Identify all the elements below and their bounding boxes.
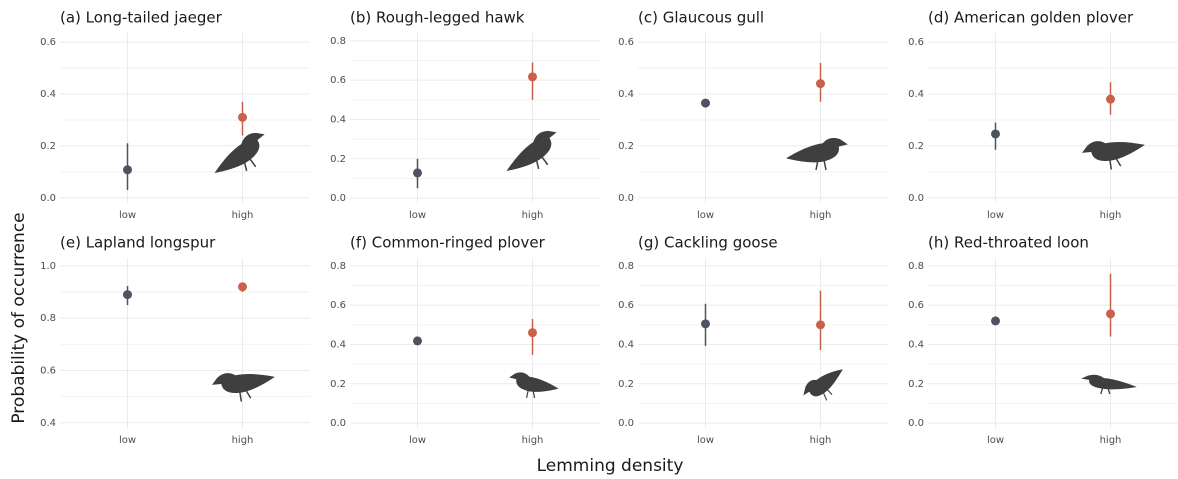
y-tick-label: 0.6 [618,37,634,48]
point [123,290,132,300]
y-tick-label: 0.2 [330,154,346,165]
y-tick-label: 0.4 [40,418,56,429]
y-tick-label: 0.2 [908,141,924,152]
ringed-plover-silhouette [510,372,558,399]
point [528,72,537,82]
y-tick-label: 0.6 [908,37,924,48]
point [816,320,825,330]
x-tick-label: high [810,435,832,446]
x-tick-label: low [987,435,1004,446]
y-tick-label: 0.2 [330,379,346,390]
y-tick-label: 0.2 [618,141,634,152]
point [1106,94,1115,104]
x-tick-label: low [697,210,714,221]
jaeger-silhouette [207,129,275,184]
point [701,319,710,329]
panel-title: (c) Glaucous gull [638,9,764,27]
y-tick-label: 0.8 [330,36,346,47]
y-tick-label: 0.0 [618,418,634,429]
y-tick-label: 0.8 [40,313,56,324]
y-tick-label: 0.0 [618,193,634,204]
y-tick-label: 0.4 [618,89,634,100]
y-tick-label: 1.0 [40,261,56,272]
x-tick-label: low [119,210,136,221]
point [1106,309,1115,319]
silhouettes [207,126,1148,413]
x-tick-label: high [232,210,254,221]
point [528,328,537,338]
y-tick-label: 0.0 [330,193,346,204]
y-tick-label: 0.6 [330,75,346,86]
x-tick-label: high [522,210,544,221]
y-tick-label: 0.6 [330,300,346,311]
y-tick-label: 0.6 [618,300,634,311]
longspur-silhouette [211,358,278,410]
gull-silhouette [787,137,847,171]
point [238,282,247,292]
x-tick-label: high [1100,435,1122,446]
y-tick-label: 0.0 [40,193,56,204]
y-axis-label: Probability of occurrence [9,212,29,423]
y-tick-label: 0.4 [908,339,924,350]
point [238,112,247,122]
panel-title: (b) Rough-legged hawk [350,9,525,27]
y-tick-label: 0.6 [908,300,924,311]
y-tick-label: 0.4 [908,89,924,100]
panel-title: (d) American golden plover [928,9,1134,27]
point [701,98,710,108]
x-tick-label: low [409,435,426,446]
x-tick-label: low [409,210,426,221]
y-tick-label: 0.4 [40,89,56,100]
point [816,79,825,89]
panel-title: (e) Lapland longspur [60,234,216,252]
point [413,168,422,178]
x-tick-label: high [522,435,544,446]
y-tick-label: 0.8 [908,261,924,272]
y-tick-label: 0.4 [330,114,346,125]
plover-silhouette [1081,126,1148,178]
y-tick-label: 0.4 [618,339,634,350]
y-tick-label: 0.8 [618,261,634,272]
y-tick-label: 0.4 [330,339,346,350]
point [413,336,422,346]
point [123,165,132,175]
y-tick-label: 0.6 [40,37,56,48]
x-tick-label: low [119,435,136,446]
y-tick-label: 0.0 [330,418,346,429]
x-tick-label: low [697,435,714,446]
point [991,316,1000,326]
panel-title: (a) Long-tailed jaeger [60,9,223,27]
x-tick-label: high [1100,210,1122,221]
x-axis-label: Lemming density [537,456,684,476]
panel-title: (h) Red-throated loon [928,234,1089,252]
panel-title: (f) Common-ringed plover [350,234,546,252]
point [991,129,1000,139]
y-tick-label: 0.0 [908,418,924,429]
y-tick-label: 0.6 [40,365,56,376]
x-tick-label: low [987,210,1004,221]
y-tick-label: 0.2 [40,141,56,152]
y-tick-label: 0.2 [908,379,924,390]
x-tick-label: high [232,435,254,446]
y-tick-label: 0.0 [908,193,924,204]
y-tick-label: 0.2 [618,379,634,390]
panel-title: (g) Cackling goose [638,234,778,252]
y-tick-label: 0.8 [330,261,346,272]
x-tick-label: high [810,210,832,221]
loon-silhouette [1082,374,1136,395]
